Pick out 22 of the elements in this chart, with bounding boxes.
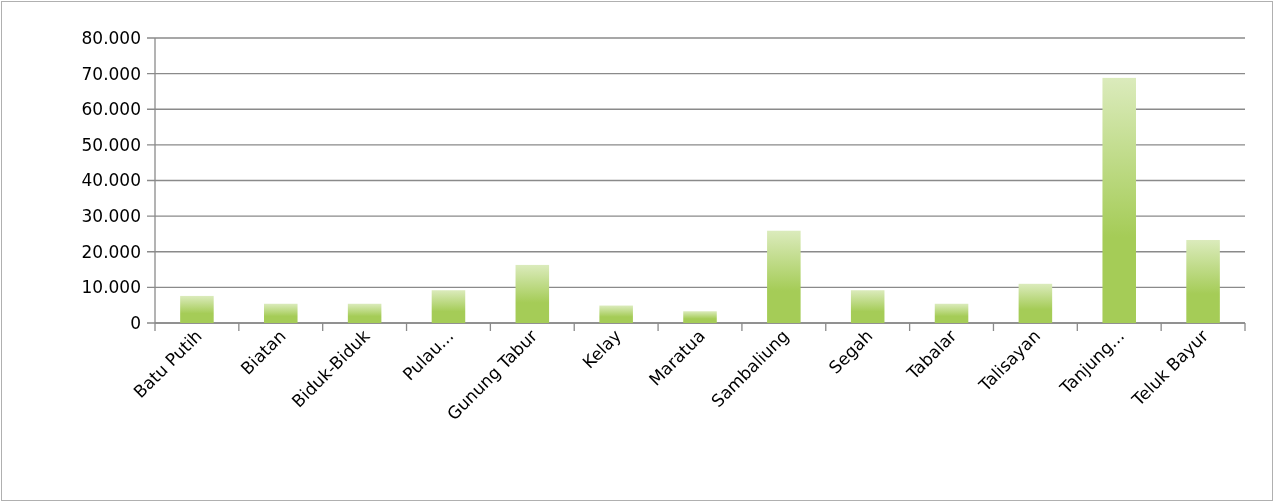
- y-tick-label: 20.000: [81, 241, 141, 262]
- bar: [683, 311, 717, 323]
- bar: [347, 303, 382, 323]
- bar: [1018, 283, 1053, 323]
- bar: [767, 230, 801, 323]
- bar: [431, 290, 466, 323]
- bar: [515, 264, 550, 323]
- y-tick-label: 10.000: [81, 277, 141, 298]
- bar: [934, 303, 969, 323]
- y-tick-label: 40.000: [81, 170, 141, 191]
- y-tick-label: 0: [130, 312, 141, 333]
- bar: [599, 305, 633, 323]
- bar: [1186, 239, 1220, 323]
- bar: [1102, 77, 1136, 323]
- y-tick-label: 30.000: [81, 206, 141, 227]
- bar: [180, 295, 214, 323]
- y-tick-label: 50.000: [81, 134, 141, 155]
- y-tick-label: 60.000: [81, 99, 141, 120]
- bar: [850, 290, 885, 323]
- bar: [264, 303, 298, 323]
- y-tick-label: 70.000: [81, 63, 141, 84]
- y-tick-label: 80.000: [81, 27, 141, 48]
